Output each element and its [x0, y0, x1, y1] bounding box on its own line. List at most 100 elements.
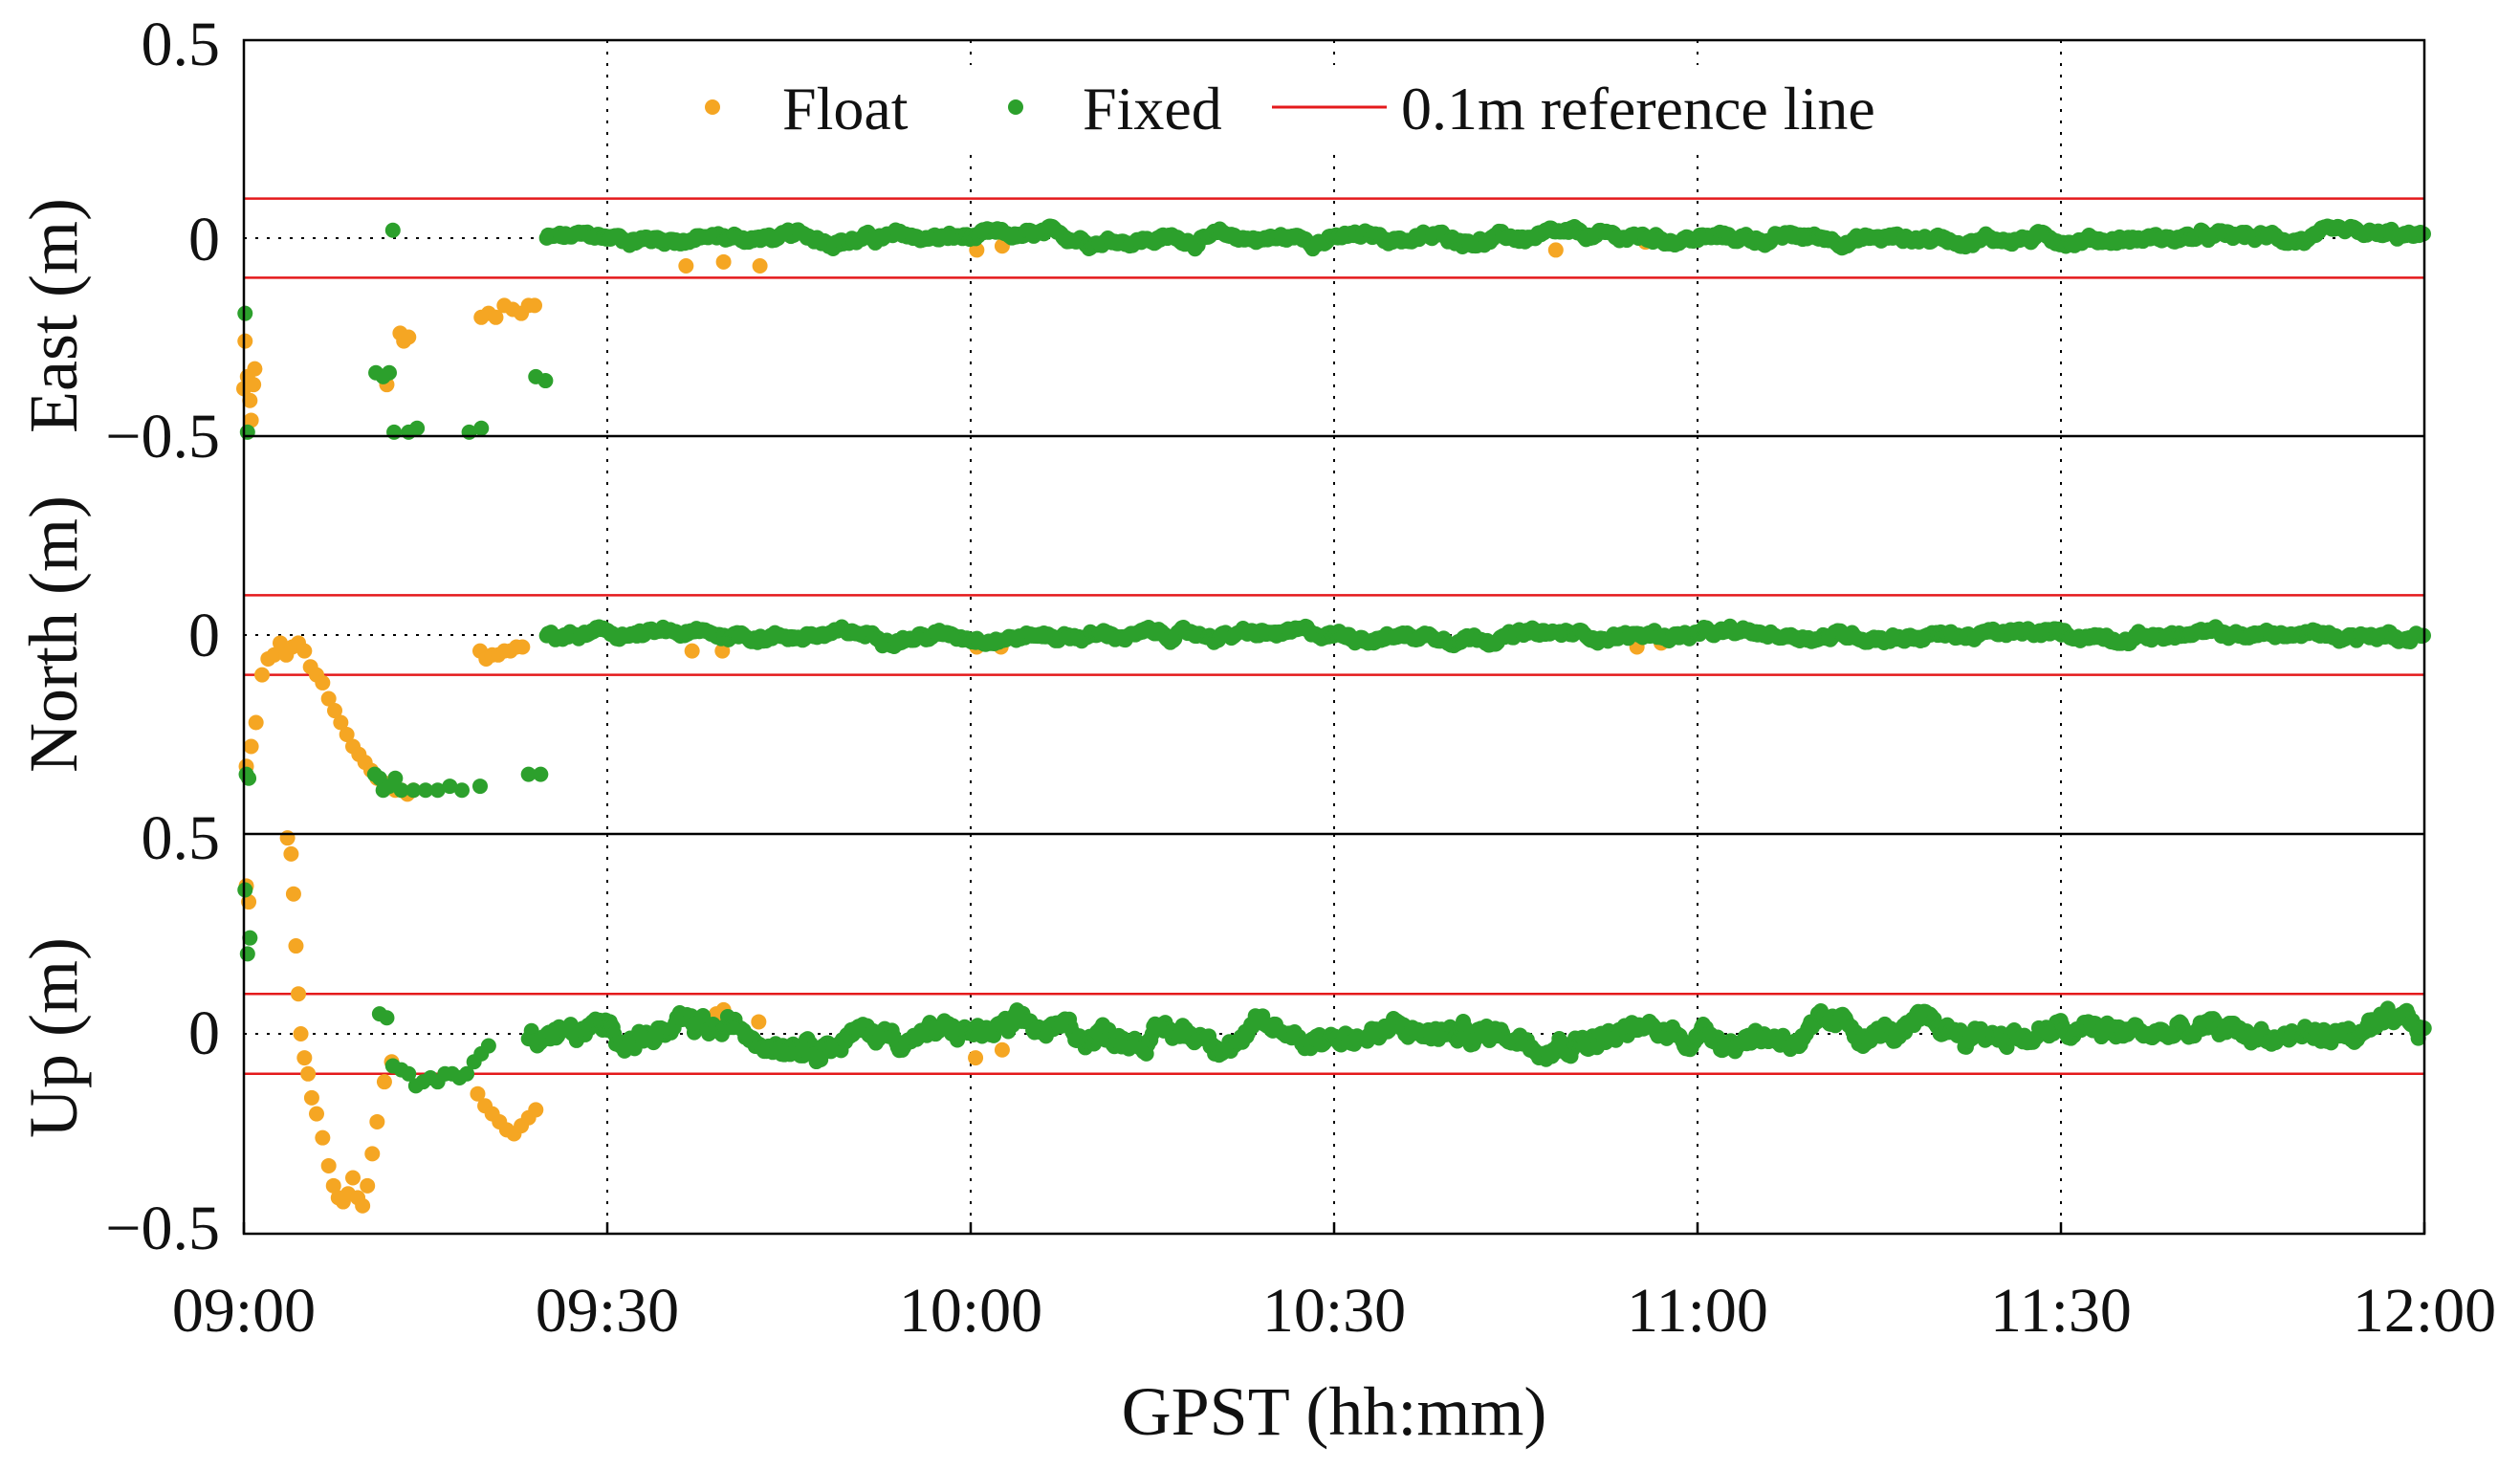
xtick-label-0900: 09:00	[172, 1276, 316, 1346]
north-fixed-point	[387, 770, 404, 786]
east-float-point	[715, 253, 732, 270]
east-ytick-bottom: −0.5	[105, 402, 220, 471]
up-fixed-point	[480, 1038, 496, 1054]
up-float-point	[293, 1026, 309, 1041]
north-ytick-zero: 0	[188, 601, 220, 670]
east-float-point	[527, 297, 542, 314]
up-float-point	[751, 1014, 767, 1030]
east-float-point	[401, 329, 417, 345]
east-float-point	[246, 377, 262, 393]
north-float-point	[266, 647, 282, 663]
east-float-point	[488, 309, 504, 325]
legend-float-label: Float	[782, 75, 909, 143]
up-float-point	[528, 1102, 544, 1118]
north-fixed-points	[238, 618, 2431, 799]
east-fixed-point	[386, 424, 403, 440]
up-float-point	[291, 986, 306, 1002]
legend: Float Fixed 0.1m reference line	[665, 65, 2004, 153]
up-ylabel: Up (m)	[15, 937, 92, 1138]
up-float-points	[238, 830, 1563, 1214]
up-panel	[237, 830, 2432, 1234]
north-float-point	[714, 643, 731, 659]
north-panel	[238, 436, 2431, 834]
north-float-points	[238, 635, 1669, 802]
up-fixed-points	[237, 882, 2432, 1094]
up-ytick-top: 0.5	[142, 803, 221, 873]
north-fixed-point	[454, 782, 470, 799]
east-fixed-point	[382, 364, 397, 381]
north-float-point	[248, 714, 264, 731]
north-float-point	[254, 667, 270, 683]
north-float-point	[273, 635, 288, 651]
xtick-label-1200: 12:00	[2353, 1276, 2496, 1346]
up-float-point	[309, 1106, 324, 1122]
legend-float-marker	[705, 99, 720, 115]
legend-fixed-label: Fixed	[1083, 75, 1222, 143]
east-ytick-zero: 0	[188, 205, 220, 274]
xtick-label-1000: 10:00	[899, 1276, 1042, 1346]
up-float-point	[369, 1113, 385, 1129]
east-fixed-point	[237, 305, 253, 321]
east-float-point	[243, 412, 259, 428]
up-fixed-point	[401, 1065, 417, 1082]
xtick-label-0930: 09:30	[536, 1276, 679, 1346]
east-fixed-point	[384, 222, 401, 238]
up-ytick-bottom: −0.5	[105, 1194, 220, 1263]
north-reference-lines	[244, 594, 2424, 676]
up-float-point	[300, 1065, 317, 1082]
east-fixed-point	[239, 424, 255, 440]
east-float-point	[678, 257, 694, 274]
up-ytick-zero: 0	[188, 998, 220, 1068]
up-float-point	[345, 1170, 361, 1186]
north-fixed-point	[533, 766, 549, 782]
east-ytick-top: 0.5	[142, 10, 221, 79]
up-fixed-point	[242, 930, 258, 946]
xtick-label-1100: 11:00	[1627, 1276, 1768, 1346]
east-float-point	[969, 242, 985, 258]
up-float-point	[288, 938, 304, 954]
legend-reference-label: 0.1m reference line	[1401, 75, 1875, 143]
north-float-point	[333, 714, 349, 731]
north-float-point	[327, 703, 342, 719]
up-float-point	[968, 1050, 984, 1066]
east-fixed-point	[473, 420, 490, 436]
up-float-point	[376, 1074, 392, 1090]
up-float-point	[994, 1041, 1010, 1058]
north-ylabel: North (m)	[15, 495, 92, 773]
up-float-point	[279, 830, 296, 846]
x-axis-title: GPST (hh:mm)	[1122, 1373, 1547, 1450]
up-float-point	[296, 1050, 313, 1066]
north-float-point	[320, 691, 337, 707]
east-fixed-points	[237, 218, 2431, 440]
east-float-point	[752, 257, 768, 274]
east-ylabel: East (m)	[15, 198, 92, 433]
east-float-point	[242, 392, 258, 408]
north-fixed-point	[393, 782, 409, 799]
north-float-point	[515, 639, 531, 655]
legend-background	[665, 65, 2004, 153]
north-float-point	[315, 674, 331, 691]
up-fixed-point	[379, 1010, 395, 1026]
east-float-point	[1547, 242, 1564, 258]
up-reference-lines	[244, 992, 2424, 1076]
up-fixed-point	[459, 1065, 475, 1082]
north-fixed-point	[472, 778, 488, 795]
up-float-point	[470, 1085, 486, 1102]
north-fixed-point	[429, 782, 446, 799]
up-fixed-point	[239, 946, 255, 962]
xtick-label-1130: 11:30	[1990, 1276, 2132, 1346]
up-fixed-point	[237, 882, 253, 898]
plot-frame	[242, 38, 2426, 1236]
up-float-point	[283, 845, 299, 862]
up-float-point	[325, 1177, 341, 1194]
east-fixed-point	[537, 373, 554, 389]
east-float-point	[247, 361, 263, 377]
up-float-point	[315, 1129, 331, 1146]
up-float-point	[355, 1197, 371, 1214]
north-float-point	[339, 727, 355, 742]
up-float-point	[285, 886, 301, 902]
x-tick-labels: 09:00 09:30 10:00 10:30 11:00 11:30 12:0…	[172, 1276, 2496, 1346]
north-float-point	[243, 738, 259, 755]
north-float-point	[684, 643, 700, 659]
